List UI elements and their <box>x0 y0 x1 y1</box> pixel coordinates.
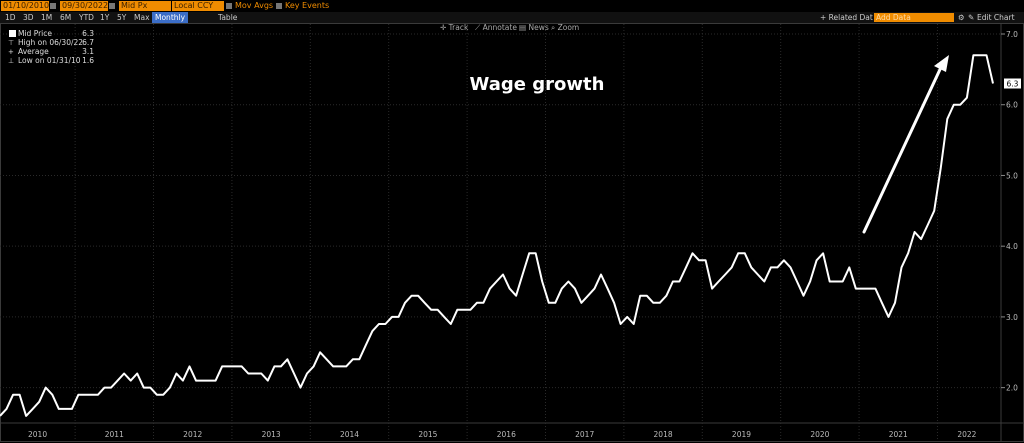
legend-value: 3.1 <box>82 47 94 56</box>
y-tick-label: 4.0 <box>1006 242 1018 251</box>
calendar-icon[interactable] <box>50 3 56 9</box>
key-events-button[interactable]: Key Events <box>285 1 330 10</box>
news-tool[interactable]: ▤ News <box>519 23 549 32</box>
average-icon: + <box>8 48 14 56</box>
tab-6m[interactable]: 6M <box>60 13 72 22</box>
news-label: News <box>528 23 549 32</box>
y-tick-label: 5.0 <box>1006 171 1018 180</box>
period-selector[interactable]: Monthly <box>152 12 189 23</box>
key-events-icon[interactable] <box>276 3 282 9</box>
timeframe-toolbar: 1D 3D 1M 6M YTD 1Y 5Y Max Monthly Table … <box>0 12 1024 23</box>
x-tick-label: 2011 <box>105 430 124 439</box>
x-tick-label: 2022 <box>957 430 976 439</box>
legend-mid-price: Mid Price 6.3 <box>8 29 94 38</box>
annotation-text: Wage growth <box>470 74 605 95</box>
start-date-field[interactable]: 01/10/2010 <box>1 1 50 11</box>
end-date-field[interactable]: 09/30/2022 <box>60 1 109 11</box>
legend-value: 1.6 <box>82 56 94 65</box>
table-button[interactable]: Table <box>218 13 238 22</box>
related-data-button[interactable]: + Related Dat <box>820 13 873 22</box>
legend-average: + Average 3.1 <box>8 47 94 56</box>
annotate-label: Annotate <box>482 23 517 32</box>
annotate-tool[interactable]: ⟋ Annotate <box>475 23 517 32</box>
legend-high: ⊤ High on 06/30/22 6.7 <box>8 38 94 47</box>
x-tick-label: 2018 <box>654 430 673 439</box>
calendar-icon[interactable] <box>109 3 115 9</box>
settings-icon[interactable]: ⚙ <box>958 13 965 22</box>
legend-label: High on 06/30/22 <box>18 38 84 47</box>
tab-1m[interactable]: 1M <box>41 13 53 22</box>
track-label: Track <box>448 23 469 32</box>
legend-label: Mid Price <box>18 29 52 38</box>
currency-selector[interactable]: Local CCY <box>172 1 224 11</box>
field-selector[interactable]: Mid Px <box>119 1 171 11</box>
legend: Mid Price 6.3 ⊤ High on 06/30/22 6.7 + A… <box>8 29 94 65</box>
legend-value: 6.3 <box>82 29 94 38</box>
x-tick-label: 2020 <box>810 430 829 439</box>
x-tick-label: 2016 <box>497 430 516 439</box>
add-data-input[interactable]: Add Data <box>874 13 954 22</box>
y-tick-label: 2.0 <box>1006 384 1018 393</box>
x-tick-label: 2014 <box>340 430 359 439</box>
y-tick-label: 3.0 <box>1006 313 1018 322</box>
mov-avgs-button[interactable]: Mov Avgs <box>235 1 274 10</box>
x-tick-label: 2019 <box>732 430 751 439</box>
annotation-arrowhead <box>934 55 949 72</box>
x-tick-label: 2012 <box>183 430 202 439</box>
tab-ytd[interactable]: YTD <box>79 13 94 22</box>
annotation-arrow <box>862 61 945 234</box>
tab-1y[interactable]: 1Y <box>100 13 110 22</box>
edit-icon[interactable]: ✎ <box>968 13 975 22</box>
tab-5y[interactable]: 5Y <box>117 13 127 22</box>
high-icon: ⊤ <box>8 39 15 47</box>
edit-chart-button[interactable]: Edit Chart <box>977 13 1015 22</box>
x-tick-label: 2010 <box>28 430 47 439</box>
x-tick-label: 2013 <box>262 430 281 439</box>
series-swatch <box>9 30 16 37</box>
y-tick-label: 6.0 <box>1006 101 1018 110</box>
zoom-label: Zoom <box>557 23 580 32</box>
legend-label: Low on 01/31/10 <box>18 56 81 65</box>
last-value-label: 6.3 <box>1007 80 1019 89</box>
track-tool[interactable]: ✛ Track <box>440 23 469 32</box>
tab-max[interactable]: Max <box>134 13 150 22</box>
mov-avgs-icon[interactable] <box>226 3 232 9</box>
last-value-marker <box>1004 78 1021 89</box>
top-toolbar: 01/10/2010 09/30/2022 Mid Px Local CCY M… <box>0 0 1024 12</box>
x-tick-label: 2015 <box>418 430 437 439</box>
y-tick-label: 7.0 <box>1006 30 1018 39</box>
legend-label: Average <box>18 47 49 56</box>
zoom-tool[interactable]: ⌕ Zoom <box>551 23 580 32</box>
legend-low: ⊥ Low on 01/31/10 1.6 <box>8 56 94 65</box>
legend-value: 6.7 <box>82 38 94 47</box>
x-tick-label: 2021 <box>889 430 908 439</box>
tab-3d[interactable]: 3D <box>23 13 34 22</box>
tab-1d[interactable]: 1D <box>5 13 16 22</box>
x-tick-label: 2017 <box>575 430 594 439</box>
low-icon: ⊥ <box>8 57 15 65</box>
mid-price-line <box>0 54 994 417</box>
